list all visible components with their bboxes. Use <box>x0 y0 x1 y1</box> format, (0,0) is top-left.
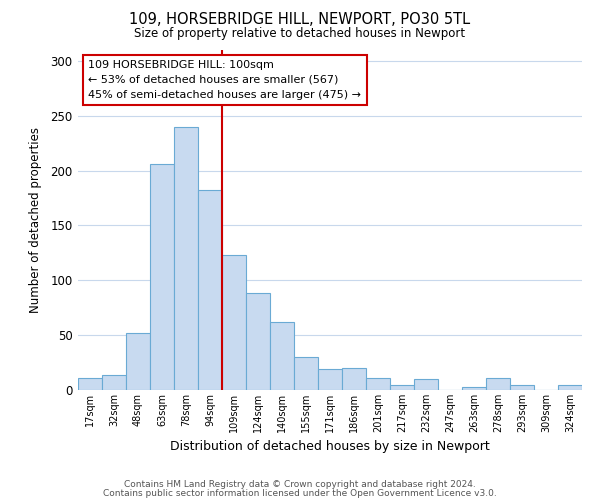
Bar <box>246 294 270 390</box>
Bar <box>414 379 438 390</box>
Bar <box>198 190 222 390</box>
Bar <box>390 384 414 390</box>
Bar <box>222 255 246 390</box>
Text: 109 HORSEBRIDGE HILL: 100sqm
← 53% of detached houses are smaller (567)
45% of s: 109 HORSEBRIDGE HILL: 100sqm ← 53% of de… <box>88 60 361 100</box>
Bar <box>486 378 510 390</box>
Bar <box>126 333 150 390</box>
Bar <box>150 164 174 390</box>
Bar <box>366 378 390 390</box>
Bar <box>558 384 582 390</box>
X-axis label: Distribution of detached houses by size in Newport: Distribution of detached houses by size … <box>170 440 490 454</box>
Bar <box>318 369 342 390</box>
Bar <box>78 378 102 390</box>
Bar <box>342 368 366 390</box>
Bar <box>294 357 318 390</box>
Bar <box>174 127 198 390</box>
Text: Contains public sector information licensed under the Open Government Licence v3: Contains public sector information licen… <box>103 489 497 498</box>
Y-axis label: Number of detached properties: Number of detached properties <box>29 127 42 313</box>
Text: Size of property relative to detached houses in Newport: Size of property relative to detached ho… <box>134 28 466 40</box>
Bar <box>510 384 534 390</box>
Bar <box>462 386 486 390</box>
Text: 109, HORSEBRIDGE HILL, NEWPORT, PO30 5TL: 109, HORSEBRIDGE HILL, NEWPORT, PO30 5TL <box>130 12 470 28</box>
Bar <box>102 374 126 390</box>
Bar <box>270 322 294 390</box>
Text: Contains HM Land Registry data © Crown copyright and database right 2024.: Contains HM Land Registry data © Crown c… <box>124 480 476 489</box>
